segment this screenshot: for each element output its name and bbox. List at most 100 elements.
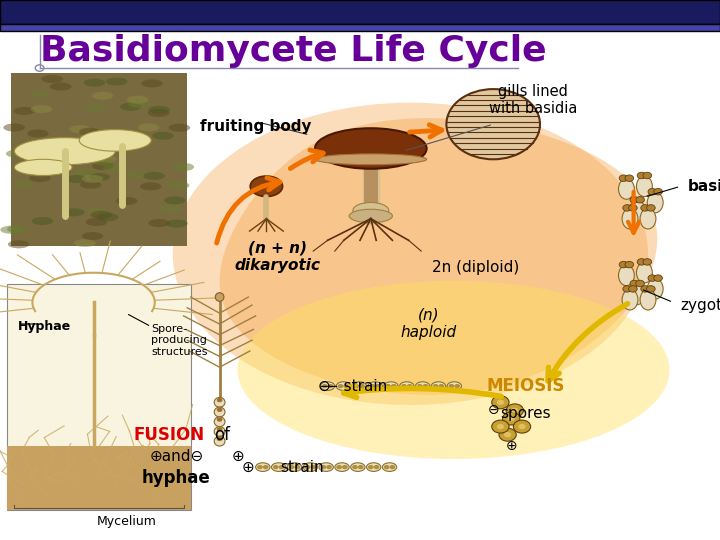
- Ellipse shape: [640, 289, 656, 310]
- Circle shape: [384, 465, 390, 469]
- Ellipse shape: [148, 109, 169, 117]
- Circle shape: [648, 188, 657, 195]
- Ellipse shape: [97, 213, 119, 221]
- Text: ⊕: ⊕: [505, 438, 517, 453]
- Ellipse shape: [66, 175, 87, 183]
- Ellipse shape: [81, 175, 103, 183]
- Circle shape: [513, 420, 531, 433]
- Circle shape: [320, 465, 326, 469]
- Ellipse shape: [622, 208, 638, 229]
- Ellipse shape: [352, 382, 366, 390]
- Ellipse shape: [138, 123, 160, 131]
- Ellipse shape: [81, 232, 103, 240]
- Circle shape: [336, 465, 342, 469]
- Ellipse shape: [168, 181, 189, 190]
- Text: ⊖: ⊖: [487, 403, 499, 417]
- Circle shape: [630, 280, 639, 287]
- Circle shape: [279, 465, 284, 469]
- Ellipse shape: [14, 107, 35, 115]
- Ellipse shape: [315, 128, 426, 168]
- Ellipse shape: [50, 83, 71, 91]
- Circle shape: [499, 428, 516, 441]
- Ellipse shape: [12, 180, 34, 188]
- Circle shape: [359, 384, 365, 388]
- Ellipse shape: [36, 157, 58, 165]
- Ellipse shape: [629, 284, 645, 305]
- Circle shape: [629, 205, 637, 211]
- Circle shape: [518, 424, 526, 429]
- Circle shape: [326, 465, 332, 469]
- Circle shape: [257, 465, 263, 469]
- Circle shape: [629, 286, 637, 292]
- Circle shape: [454, 384, 460, 388]
- Ellipse shape: [32, 217, 53, 225]
- Ellipse shape: [27, 130, 49, 138]
- Ellipse shape: [636, 176, 652, 197]
- Ellipse shape: [42, 75, 63, 83]
- Ellipse shape: [336, 382, 351, 390]
- Circle shape: [654, 275, 662, 281]
- Circle shape: [449, 384, 454, 388]
- Circle shape: [391, 384, 397, 388]
- FancyBboxPatch shape: [7, 446, 191, 510]
- Circle shape: [217, 427, 222, 431]
- Ellipse shape: [24, 151, 45, 159]
- Circle shape: [647, 286, 655, 292]
- Ellipse shape: [92, 157, 114, 165]
- Circle shape: [623, 205, 631, 211]
- FancyBboxPatch shape: [0, 24, 720, 31]
- Ellipse shape: [143, 172, 165, 180]
- Ellipse shape: [636, 262, 652, 283]
- Circle shape: [217, 398, 222, 402]
- FancyBboxPatch shape: [7, 284, 191, 510]
- Ellipse shape: [40, 143, 61, 151]
- Circle shape: [641, 286, 649, 292]
- Text: fruiting body: fruiting body: [200, 119, 311, 134]
- Ellipse shape: [368, 382, 382, 390]
- Ellipse shape: [166, 219, 188, 227]
- Circle shape: [352, 465, 358, 469]
- Ellipse shape: [215, 407, 225, 417]
- Circle shape: [623, 286, 631, 292]
- Circle shape: [390, 465, 395, 469]
- Text: − strain: − strain: [325, 379, 387, 394]
- Circle shape: [328, 384, 333, 388]
- Circle shape: [636, 280, 644, 287]
- Text: ⊖: ⊖: [318, 379, 330, 394]
- Text: Spore-
producing
structures: Spore- producing structures: [151, 323, 207, 357]
- Text: Mycelium: Mycelium: [97, 515, 157, 528]
- Ellipse shape: [63, 208, 85, 217]
- Ellipse shape: [215, 436, 225, 446]
- Circle shape: [273, 465, 279, 469]
- Ellipse shape: [89, 173, 110, 181]
- Circle shape: [294, 465, 300, 469]
- Ellipse shape: [7, 225, 29, 233]
- Ellipse shape: [84, 79, 105, 87]
- Ellipse shape: [74, 168, 96, 176]
- Ellipse shape: [629, 200, 645, 221]
- Text: Hyphae: Hyphae: [18, 320, 71, 333]
- Text: (n + n)
dikaryotic: (n + n) dikaryotic: [234, 240, 320, 273]
- Ellipse shape: [622, 289, 638, 310]
- Ellipse shape: [106, 77, 127, 85]
- Ellipse shape: [640, 208, 656, 229]
- Ellipse shape: [127, 170, 148, 178]
- Ellipse shape: [120, 103, 141, 111]
- Circle shape: [643, 259, 652, 265]
- Circle shape: [375, 384, 381, 388]
- Circle shape: [217, 437, 222, 441]
- Circle shape: [619, 175, 628, 181]
- Ellipse shape: [95, 155, 117, 163]
- Text: gills lined
with basidia: gills lined with basidia: [489, 84, 577, 116]
- Text: spores: spores: [500, 406, 551, 421]
- Ellipse shape: [215, 293, 224, 301]
- Ellipse shape: [271, 463, 286, 471]
- Ellipse shape: [618, 179, 634, 199]
- Circle shape: [647, 205, 655, 211]
- Text: Basidiomycete Life Cycle: Basidiomycete Life Cycle: [40, 35, 546, 68]
- Text: basidium: basidium: [688, 179, 720, 194]
- Ellipse shape: [215, 427, 225, 436]
- Ellipse shape: [647, 192, 663, 213]
- Ellipse shape: [148, 106, 170, 114]
- Circle shape: [506, 404, 523, 417]
